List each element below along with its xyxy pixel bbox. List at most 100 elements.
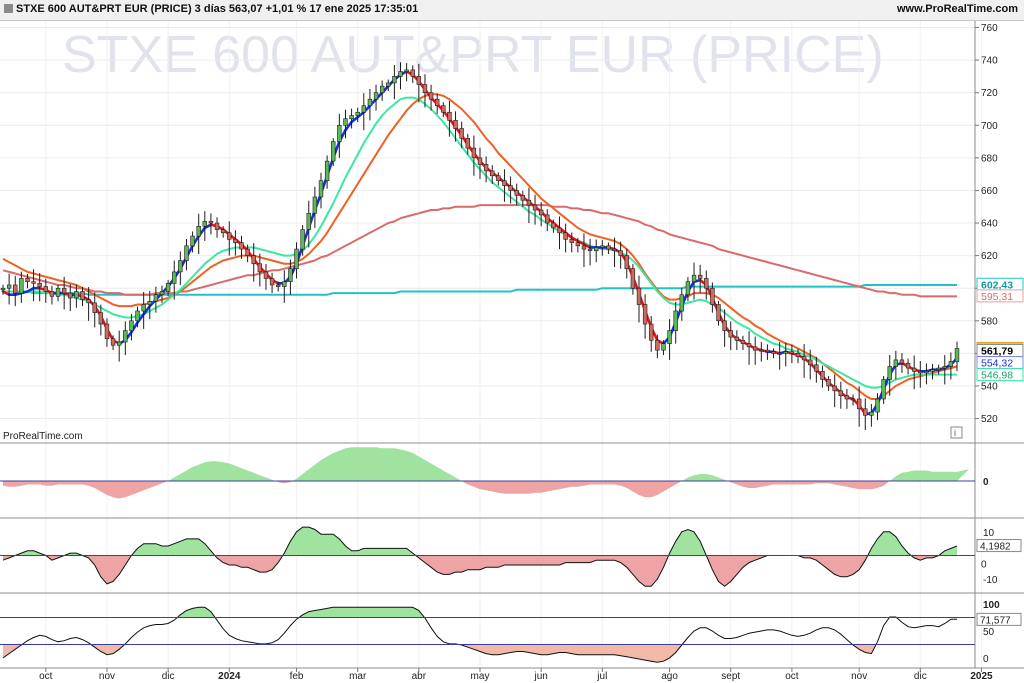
candle-down bbox=[905, 362, 911, 369]
chart-header: STXE 600 AUT&PRT EUR (PRICE) 3 días 563,… bbox=[0, 0, 1024, 21]
y-tick-label: 700 bbox=[981, 121, 998, 132]
osc2-zero-label: 0 bbox=[981, 560, 987, 571]
candle-down bbox=[233, 239, 238, 243]
ma-fast-segment bbox=[344, 120, 353, 132]
candle-down bbox=[251, 255, 256, 265]
candle-down bbox=[697, 274, 703, 279]
ma-fast-segment bbox=[356, 110, 366, 119]
candle-down bbox=[490, 170, 495, 177]
candle-up bbox=[355, 111, 360, 116]
instrument-icon bbox=[4, 4, 13, 13]
chart-title: STXE 600 AUT&PRT EUR (PRICE) 3 días 563,… bbox=[4, 3, 418, 15]
candle-down bbox=[746, 343, 752, 348]
candle-up bbox=[679, 294, 685, 312]
candle-down bbox=[538, 209, 544, 216]
y-tick-label: 660 bbox=[981, 186, 998, 197]
osc2-value-box bbox=[976, 539, 1022, 553]
x-tick-label: feb bbox=[290, 671, 304, 682]
candle-up bbox=[337, 124, 342, 142]
candle-down bbox=[80, 291, 85, 300]
candle-up bbox=[331, 141, 336, 162]
candle-down bbox=[752, 346, 758, 351]
x-tick-label: 2025 bbox=[970, 671, 993, 682]
candle-down bbox=[43, 286, 49, 292]
candle-down bbox=[863, 408, 868, 416]
candle-up bbox=[881, 379, 886, 400]
candle-down bbox=[832, 385, 837, 392]
candle-up bbox=[386, 82, 391, 87]
candle-down bbox=[716, 304, 721, 322]
candle-up bbox=[661, 343, 666, 351]
y-tick-label: 620 bbox=[981, 251, 998, 262]
candle-down bbox=[37, 283, 42, 287]
candle-down bbox=[771, 351, 776, 354]
candle-down bbox=[532, 204, 538, 211]
candle-down bbox=[459, 128, 464, 139]
candle-up bbox=[184, 245, 189, 261]
candle-up bbox=[159, 291, 165, 296]
y-tick-label: 640 bbox=[981, 219, 998, 230]
svg-text:i: i bbox=[954, 428, 956, 438]
candle-down bbox=[496, 175, 501, 181]
osc1-zero-label: 0 bbox=[983, 477, 989, 488]
candle-up bbox=[875, 398, 880, 413]
candle-up bbox=[367, 98, 373, 107]
candle-up bbox=[282, 281, 287, 287]
candle-down bbox=[220, 229, 226, 234]
x-tick-label: mar bbox=[349, 671, 367, 682]
osc3-value-box bbox=[976, 612, 1022, 626]
candle-up bbox=[759, 349, 764, 352]
candle-up bbox=[294, 248, 299, 269]
candle-down bbox=[68, 292, 73, 299]
candle-up bbox=[850, 398, 856, 401]
candle-down bbox=[618, 250, 623, 256]
candle-down bbox=[795, 353, 801, 357]
candle-up bbox=[55, 287, 61, 297]
candle-up bbox=[318, 180, 324, 198]
osc2-area-positive bbox=[3, 527, 957, 556]
candle-down bbox=[508, 185, 513, 191]
candle-down bbox=[740, 340, 746, 344]
candle-down bbox=[275, 284, 281, 287]
candle-up bbox=[398, 71, 403, 77]
candle-up bbox=[312, 196, 318, 214]
candle-down bbox=[110, 338, 116, 346]
candle-down bbox=[918, 371, 923, 374]
candle-up bbox=[948, 361, 954, 367]
candle-down bbox=[61, 287, 67, 294]
x-tick-label: nov bbox=[851, 671, 867, 682]
osc3-tick-label: 0 bbox=[983, 654, 989, 665]
ma-fast-segment bbox=[350, 115, 359, 124]
candle-down bbox=[642, 304, 648, 325]
site-link[interactable]: www.ProRealTime.com bbox=[896, 3, 1018, 15]
candle-up bbox=[74, 291, 79, 299]
candle-up bbox=[6, 284, 12, 289]
candle-up bbox=[324, 160, 330, 181]
osc3-line bbox=[2, 606, 957, 663]
candle-down bbox=[728, 330, 733, 338]
info-icon[interactable]: i bbox=[950, 426, 963, 439]
candle-down bbox=[734, 336, 740, 341]
date-axis: oct nov dic 2024 feb mar abr may jun jul ago sept oc… bbox=[39, 668, 993, 682]
y-tick-label: 760 bbox=[981, 23, 998, 34]
candle-up bbox=[667, 330, 672, 344]
candle-up bbox=[300, 229, 305, 250]
candle-down bbox=[227, 232, 232, 240]
candle-up bbox=[673, 310, 678, 331]
x-tick-label: abr bbox=[412, 671, 427, 682]
candle-down bbox=[820, 371, 825, 380]
x-tick-label: sept bbox=[721, 671, 740, 682]
x-tick-label: dic bbox=[914, 671, 927, 682]
grid-lines bbox=[0, 21, 982, 668]
x-tick-label: ago bbox=[661, 671, 678, 682]
price-tag-label: 602,43 bbox=[981, 279, 1013, 291]
candle-up bbox=[924, 371, 929, 374]
candle-up bbox=[196, 225, 201, 237]
osc3-overbought-fill bbox=[3, 607, 957, 618]
candle-up bbox=[593, 247, 599, 252]
candle-down bbox=[789, 351, 795, 354]
candle-down bbox=[25, 278, 30, 282]
candle-up bbox=[373, 92, 379, 100]
